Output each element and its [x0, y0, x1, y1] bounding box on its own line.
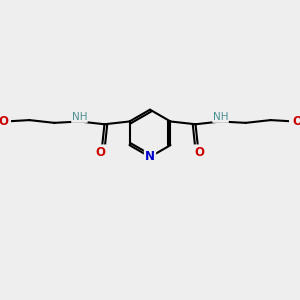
- Text: NH: NH: [72, 112, 87, 122]
- Text: O: O: [194, 146, 204, 159]
- Text: O: O: [292, 115, 300, 128]
- Text: NH: NH: [213, 112, 228, 122]
- Text: N: N: [145, 151, 155, 164]
- Text: O: O: [0, 115, 8, 128]
- Text: O: O: [96, 146, 106, 159]
